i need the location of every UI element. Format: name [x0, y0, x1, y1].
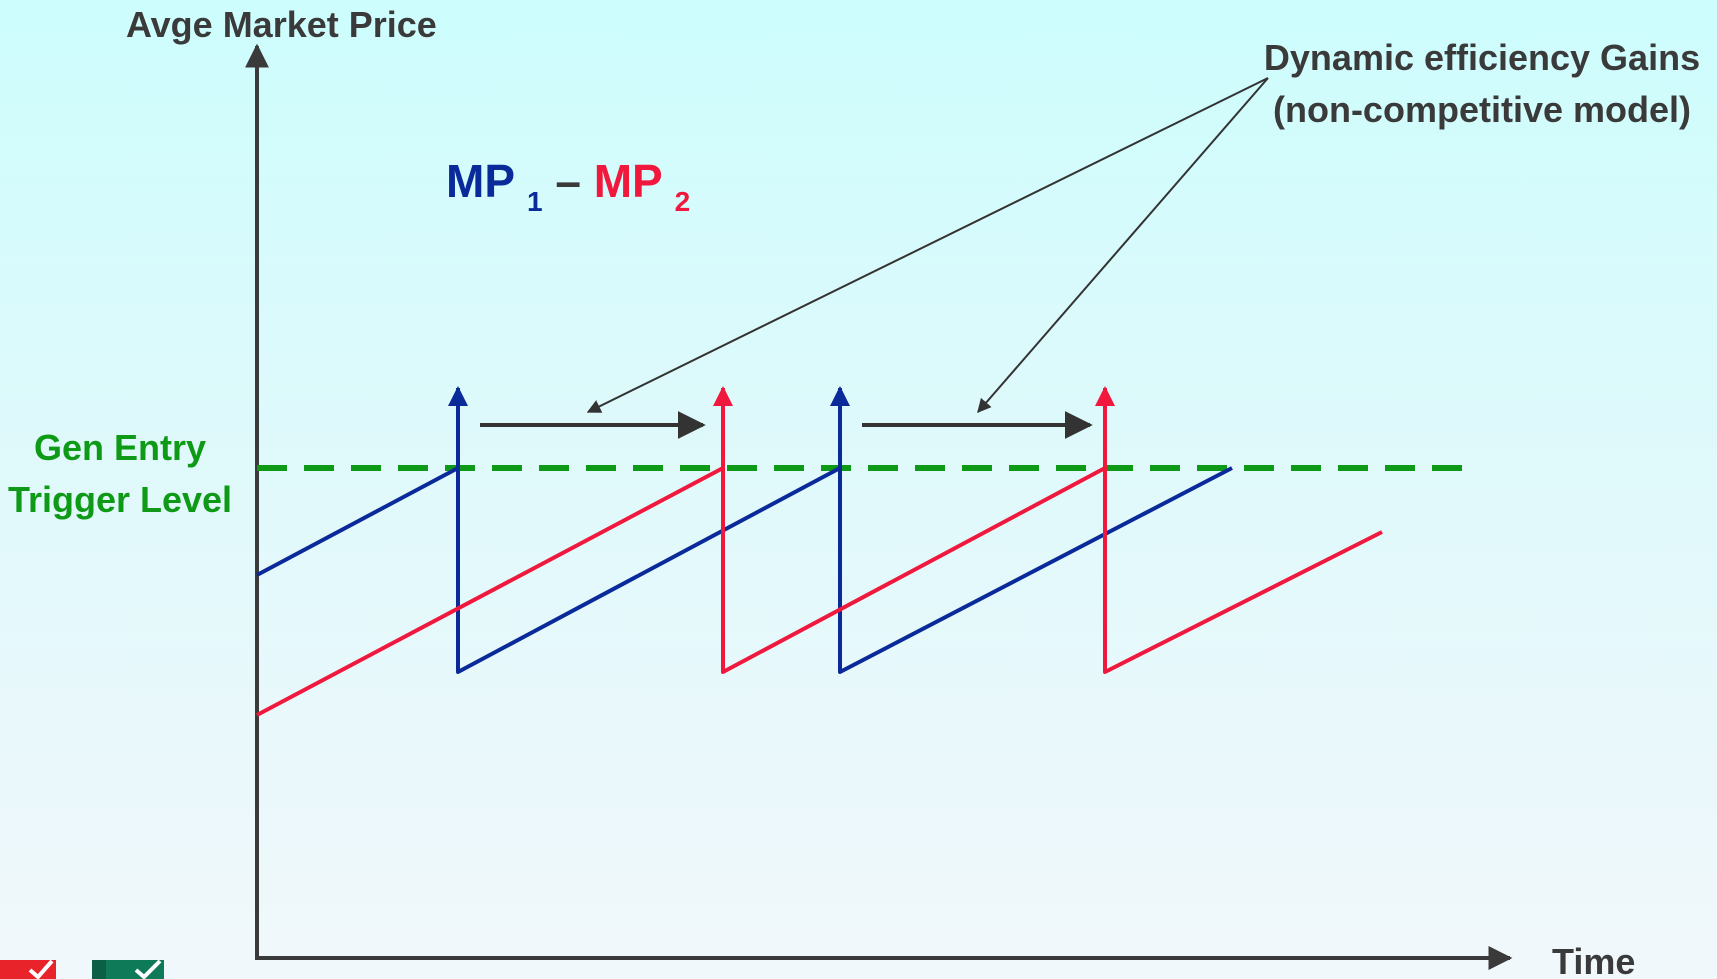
gains-label-line1: Dynamic efficiency Gains	[1264, 37, 1700, 78]
checkmark-green-logo-icon	[92, 959, 164, 979]
trigger-level-label-line1: Gen Entry	[34, 427, 206, 468]
legend-mp2-subscript: 2	[675, 186, 691, 217]
legend-mp1-subscript: 1	[527, 186, 543, 217]
legend-mp1: MP	[446, 155, 514, 207]
checkmark-red-logo-icon	[0, 959, 56, 979]
mp1-series-line	[256, 466, 1233, 674]
gains-label-line2: (non-competitive model)	[1273, 89, 1691, 130]
gains-pointer-1	[586, 77, 1269, 413]
mp2-series-line	[256, 466, 1383, 717]
y-axis-label: Avge Market Price	[126, 4, 437, 45]
legend-dash: –	[555, 155, 593, 207]
legend-mp2: MP	[594, 155, 662, 207]
gains-pointer-2	[977, 77, 1269, 414]
x-axis-label: Time	[1552, 941, 1635, 979]
trigger-level-label-line2: Trigger Level	[8, 479, 232, 520]
series-legend: MP 1 – MP 2	[446, 155, 690, 221]
